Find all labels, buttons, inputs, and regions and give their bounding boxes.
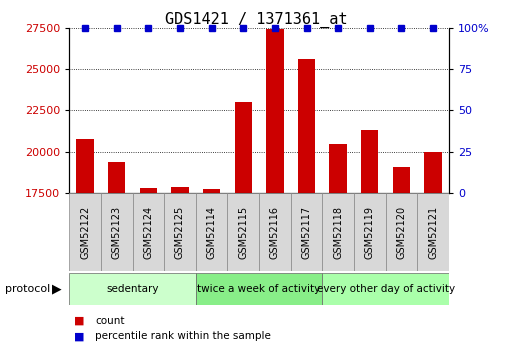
Text: protocol: protocol: [5, 284, 50, 294]
Bar: [108, 162, 125, 193]
Text: GSM52115: GSM52115: [238, 206, 248, 258]
Bar: [76, 139, 94, 193]
Bar: [101, 193, 132, 271]
Bar: [424, 152, 442, 193]
Bar: [322, 273, 449, 305]
Text: GSM52122: GSM52122: [80, 205, 90, 259]
Bar: [354, 193, 386, 271]
Text: ■: ■: [74, 316, 85, 326]
Bar: [196, 193, 227, 271]
Bar: [164, 193, 196, 271]
Text: GSM52121: GSM52121: [428, 206, 438, 258]
Text: GSM52114: GSM52114: [207, 206, 216, 258]
Bar: [227, 193, 259, 271]
Text: GSM52123: GSM52123: [112, 206, 122, 258]
Bar: [69, 273, 196, 305]
Text: GSM52125: GSM52125: [175, 205, 185, 259]
Text: GSM52117: GSM52117: [302, 206, 311, 258]
Bar: [298, 59, 315, 193]
Bar: [171, 187, 189, 193]
Bar: [203, 189, 220, 193]
Bar: [361, 130, 379, 193]
Text: count: count: [95, 316, 125, 326]
Bar: [132, 193, 164, 271]
Text: twice a week of activity: twice a week of activity: [198, 284, 321, 294]
Bar: [234, 102, 252, 193]
Bar: [322, 193, 354, 271]
Bar: [259, 193, 291, 271]
Text: ▶: ▶: [52, 283, 61, 295]
Bar: [329, 144, 347, 193]
Text: ■: ■: [74, 332, 85, 341]
Bar: [291, 193, 322, 271]
Text: every other day of activity: every other day of activity: [317, 284, 455, 294]
Bar: [266, 29, 284, 193]
Text: GSM52120: GSM52120: [397, 206, 406, 258]
Bar: [386, 193, 417, 271]
Bar: [69, 193, 101, 271]
Text: percentile rank within the sample: percentile rank within the sample: [95, 332, 271, 341]
Bar: [140, 188, 157, 193]
Text: GSM52118: GSM52118: [333, 206, 343, 258]
Bar: [417, 193, 449, 271]
Text: GDS1421 / 1371361_at: GDS1421 / 1371361_at: [165, 12, 348, 28]
Bar: [393, 167, 410, 193]
Text: sedentary: sedentary: [106, 284, 159, 294]
Text: GSM52124: GSM52124: [143, 206, 153, 258]
Text: GSM52119: GSM52119: [365, 206, 375, 258]
Text: GSM52116: GSM52116: [270, 206, 280, 258]
Bar: [196, 273, 322, 305]
